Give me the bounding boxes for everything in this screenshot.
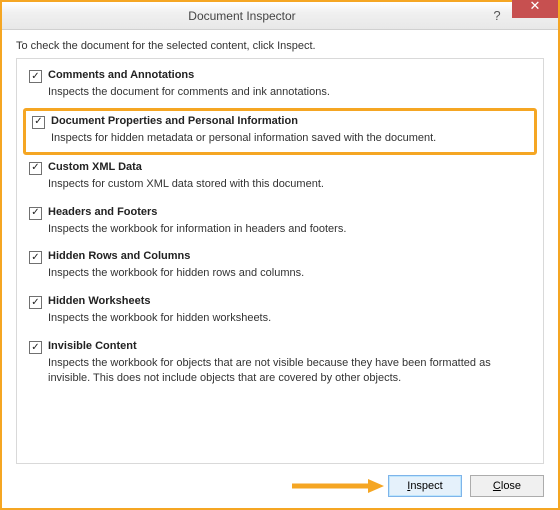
- dialog-footer: Inspect Close: [2, 464, 558, 508]
- checkbox[interactable]: ✓: [29, 251, 42, 264]
- callout-arrow-icon: [290, 478, 384, 494]
- close-window-button[interactable]: ✕: [512, 0, 558, 18]
- inspection-item-title: Hidden Worksheets: [48, 295, 151, 307]
- close-button[interactable]: Close: [470, 475, 544, 497]
- inspection-item-desc: Inspects for hidden metadata or personal…: [51, 131, 528, 146]
- inspection-item-title: Invisible Content: [48, 340, 137, 352]
- inspection-item: ✓ Invisible Content Inspects the workbook …: [17, 334, 543, 394]
- inspection-item-title: Headers and Footers: [48, 206, 157, 218]
- help-button[interactable]: ?: [482, 5, 512, 27]
- checkbox[interactable]: ✓: [29, 162, 42, 175]
- inspection-item: ✓ Hidden Rows and Columns Inspects the wor…: [17, 244, 543, 289]
- inspection-item-desc: Inspects for custom XML data stored with…: [48, 177, 531, 192]
- inspection-item-title: Custom XML Data: [48, 161, 142, 173]
- inspect-button[interactable]: Inspect: [388, 475, 462, 497]
- inspection-item-title: Document Properties and Personal Informa…: [51, 115, 298, 127]
- checkbox[interactable]: ✓: [29, 70, 42, 83]
- instruction-text: To check the document for the selected c…: [2, 30, 558, 58]
- dialog-window: Document Inspector ? ✕ To check the docu…: [0, 0, 560, 510]
- inspection-item-desc: Inspects the workbook for hidden workshe…: [48, 311, 531, 326]
- checkbox[interactable]: ✓: [32, 116, 45, 129]
- checkbox[interactable]: ✓: [29, 341, 42, 354]
- inspection-item: ✓ Hidden Worksheets Inspects the workbook …: [17, 289, 543, 334]
- inspection-list: ✓ Comments and Annotations Inspects the do…: [16, 58, 544, 464]
- inspection-item: ✓ Comments and Annotations Inspects the do…: [17, 63, 543, 108]
- inspection-item-desc: Inspects the workbook for hidden rows an…: [48, 266, 531, 281]
- checkbox[interactable]: ✓: [29, 207, 42, 220]
- window-title: Document Inspector: [2, 9, 482, 23]
- inspection-item-title: Comments and Annotations: [48, 69, 194, 81]
- inspection-item: ✓ Custom XML Data Inspects for custom XML …: [17, 155, 543, 200]
- inspection-item-title: Hidden Rows and Columns: [48, 250, 190, 262]
- inspection-item-desc: Inspects the workbook for objects that a…: [48, 356, 531, 386]
- inspection-item: ✓ Headers and Footers Inspects the workboo…: [17, 200, 543, 245]
- inspection-item-desc: Inspects the workbook for information in…: [48, 222, 531, 237]
- checkbox[interactable]: ✓: [29, 296, 42, 309]
- titlebar: Document Inspector ? ✕: [2, 2, 558, 30]
- inspection-item-desc: Inspects the document for comments and i…: [48, 85, 531, 100]
- inspection-item: ✓ Document Properties and Personal Inform…: [23, 108, 537, 155]
